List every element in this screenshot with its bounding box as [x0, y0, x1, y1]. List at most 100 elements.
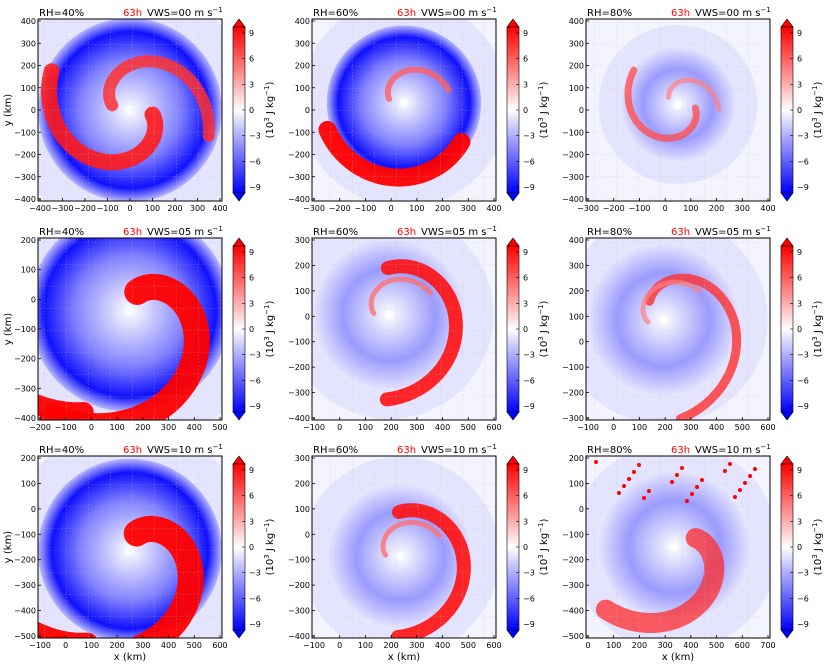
x-tick-label: 100: [358, 423, 373, 432]
colorbar-tick-label: −3: [523, 132, 535, 141]
x-tick-label: 400: [709, 423, 724, 432]
y-tick-label: −200: [288, 581, 310, 590]
field-image: [38, 238, 222, 420]
colorbar-tick-label: −3: [249, 569, 261, 578]
colorbar-tick-label: 6: [249, 274, 254, 283]
colorbar-label: (103 J kg−1): [263, 519, 276, 576]
y-tick-label: 100: [569, 312, 584, 321]
y-tick-label: 200: [21, 454, 36, 463]
x-tick-label: −400: [29, 204, 51, 213]
y-tick-label: −500: [562, 632, 584, 641]
x-tick-label: −100: [303, 641, 325, 650]
colorbar-tick-label: −9: [523, 402, 535, 411]
y-tick-label: 300: [295, 39, 310, 48]
colorbar-tick-label: 3: [249, 517, 254, 526]
field-image: [38, 19, 222, 201]
axes-frame: [585, 237, 771, 421]
axes-frame: [37, 455, 223, 639]
panel-title-vws: VWS=10 m s−1: [421, 443, 497, 456]
x-tick-label: 600: [735, 641, 750, 650]
x-tick-label: 0: [585, 641, 590, 650]
x-tick-label: 500: [212, 423, 227, 432]
colorbar-label: (103 J kg−1): [263, 82, 276, 139]
panel-title-time: 63h: [123, 445, 142, 456]
y-tick-label: −200: [288, 151, 310, 160]
panel-title-vws: VWS=10 m s−1: [695, 443, 771, 456]
colorbar-tick-label: 9: [249, 248, 254, 257]
field-image: [38, 456, 222, 638]
colorbar: 9 6 3 0 −3 −6 −9 (103 J kg−1): [232, 455, 276, 639]
y-tick-label: 100: [569, 84, 584, 93]
y-tick-label: −300: [288, 389, 310, 398]
x-tick-label: 100: [84, 641, 99, 650]
x-axis-label: x (km): [662, 652, 695, 663]
x-tick-label: 200: [632, 641, 647, 650]
y-tick-label: −400: [14, 195, 36, 204]
y-tick-label: 400: [569, 17, 584, 26]
colorbar-label: (103 J kg−1): [537, 519, 550, 576]
y-tick-label: 0: [305, 530, 310, 539]
y-tick-label: −100: [562, 363, 584, 372]
panel-title-time: 63h: [123, 8, 142, 19]
x-tick-label: −300: [577, 204, 599, 213]
y-tick-label: 300: [295, 236, 310, 245]
y-tick-label: 200: [21, 62, 36, 71]
x-tick-label: 0: [337, 423, 342, 432]
x-tick-label: 0: [389, 204, 394, 213]
colorbar-tick-label: −3: [797, 132, 809, 141]
colorbar-tick-label: −6: [797, 157, 809, 166]
colorbar-tick-label: 3: [249, 299, 254, 308]
x-tick-label: 300: [683, 423, 698, 432]
colorbar-tick-label: 6: [249, 55, 254, 64]
y-tick-label: −300: [562, 414, 584, 423]
y-tick-label: −200: [562, 389, 584, 398]
x-tick-label: −200: [29, 423, 51, 432]
colorbar: 9 6 3 0 −3 −6 −9 (103 J kg−1): [506, 237, 550, 421]
colorbar-tick-label: −6: [249, 157, 261, 166]
colorbar-tick-label: 9: [249, 29, 254, 38]
colorbar-tick-label: 6: [797, 492, 802, 501]
colorbar-tick-label: −6: [523, 157, 535, 166]
panel: RH=80% 63h VWS=05 m s−1−100 0 100 200 300 400 50…: [562, 225, 824, 432]
colorbar-tick-label: −9: [249, 183, 261, 192]
colorbar-tick-label: −3: [249, 351, 261, 360]
y-tick-label: −100: [288, 128, 310, 137]
colorbar: 9 6 3 0 −3 −6 −9 (103 J kg−1): [506, 455, 550, 639]
x-tick-label: 0: [63, 641, 68, 650]
y-tick-label: −100: [562, 128, 584, 137]
x-tick-label: 300: [135, 641, 150, 650]
colorbar-tick-label: −9: [523, 183, 535, 192]
colorbar-tick-label: −3: [797, 569, 809, 578]
colorbar-tick-label: 0: [249, 325, 254, 334]
panel-title-vws: VWS=05 m s−1: [695, 225, 771, 238]
x-tick-label: 600: [486, 423, 501, 432]
x-tick-label: 100: [358, 641, 373, 650]
x-tick-label: 200: [110, 641, 125, 650]
x-tick-label: 200: [167, 204, 182, 213]
colorbar-tick-label: 0: [249, 543, 254, 552]
colorbar-label: (103 J kg−1): [537, 82, 550, 139]
x-tick-label: −100: [628, 204, 650, 213]
colorbar-label: (103 J kg−1): [811, 519, 824, 576]
colorbar-tick-label: 3: [523, 299, 528, 308]
colorbar: 9 6 3 0 −3 −6 −9 (103 J kg−1): [232, 18, 276, 202]
x-tick-label: 500: [735, 423, 750, 432]
x-tick-label: −200: [74, 204, 96, 213]
x-tick-label: −100: [55, 423, 77, 432]
x-axis-label: x (km): [114, 652, 147, 663]
y-tick-label: 300: [21, 39, 36, 48]
colorbar-label: (103 J kg−1): [263, 301, 276, 358]
y-tick-label: −200: [14, 556, 36, 565]
y-tick-label: 0: [31, 295, 36, 304]
colorbar-tick-label: −6: [797, 594, 809, 603]
panel: RH=60% 63h VWS=05 m s−1−100 0 100 200 300 400 50…: [288, 225, 550, 432]
x-tick-label: −100: [303, 423, 325, 432]
colorbar-tick-label: 3: [797, 299, 802, 308]
field-image: [312, 456, 496, 638]
panel-title-rh: RH=80%: [587, 445, 632, 456]
x-tick-label: 100: [632, 423, 647, 432]
panel-title-rh: RH=60%: [313, 8, 358, 19]
y-tick-label: −100: [562, 530, 584, 539]
panel-title-vws: VWS=05 m s−1: [147, 225, 223, 238]
y-tick-label: −400: [288, 632, 310, 641]
